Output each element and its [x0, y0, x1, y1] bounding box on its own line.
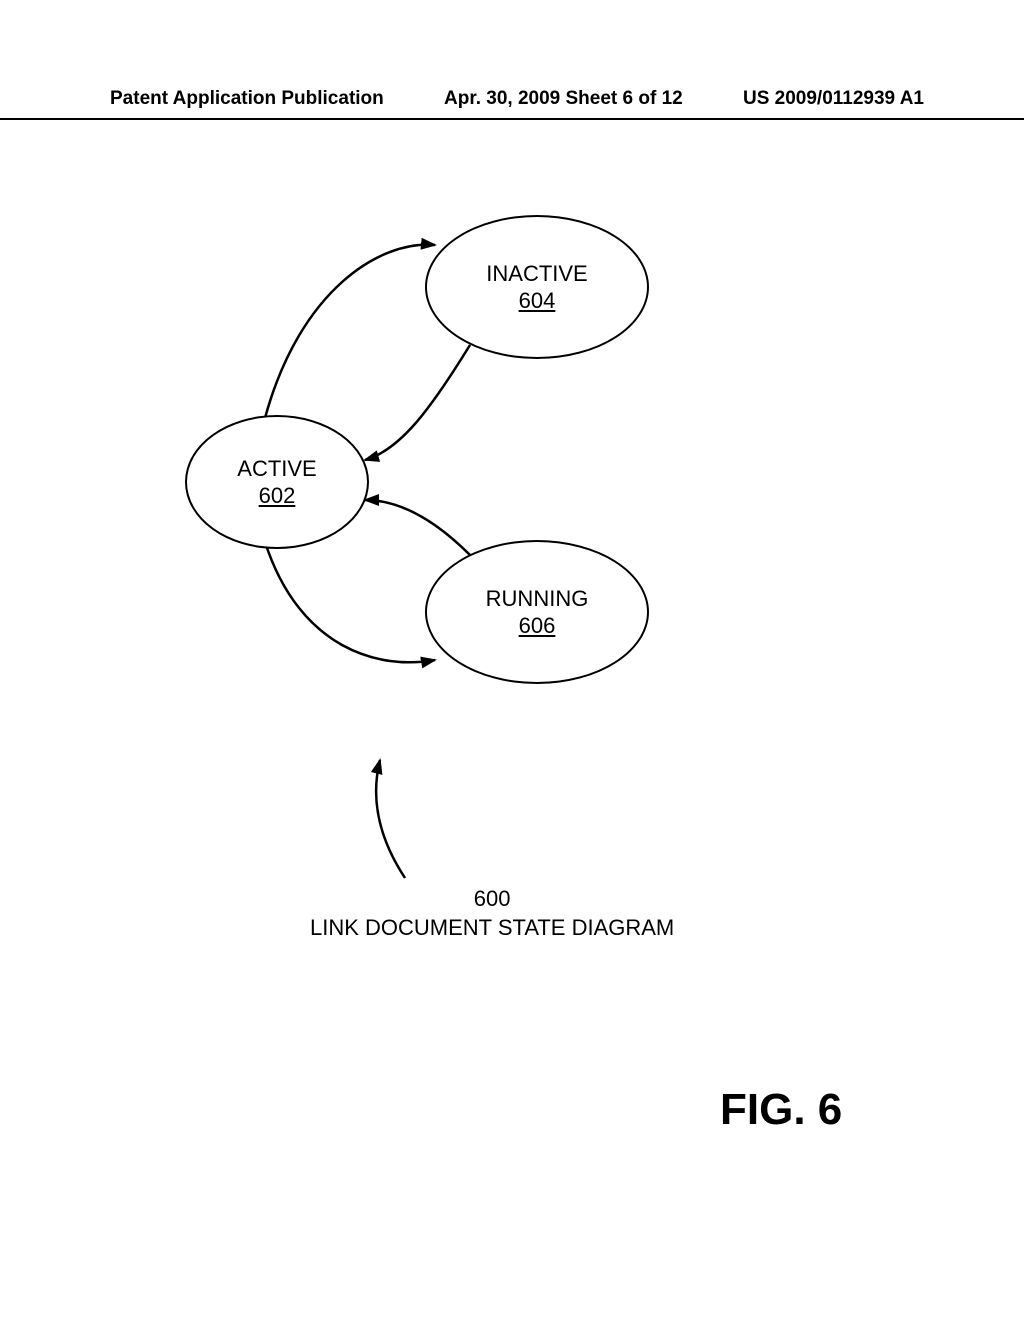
node-active-label: ACTIVE: [237, 455, 316, 483]
diagram-caption-text: LINK DOCUMENT STATE DIAGRAM: [310, 915, 674, 940]
node-running-label: RUNNING: [486, 585, 589, 613]
figure-label: FIG. 6: [720, 1085, 842, 1135]
edge-inactive-to-active: [365, 345, 470, 460]
header-date-sheet: Apr. 30, 2009 Sheet 6 of 12: [444, 88, 683, 110]
diagram-caption: 600 LINK DOCUMENT STATE DIAGRAM: [310, 885, 674, 942]
page: Patent Application Publication Apr. 30, …: [0, 0, 1024, 1320]
caption-pointer-arrow: [376, 760, 405, 878]
node-active-ref: 602: [259, 482, 296, 510]
edge-active-to-inactive: [265, 245, 435, 418]
node-inactive-ref: 604: [519, 287, 556, 315]
node-inactive-label: INACTIVE: [486, 260, 587, 288]
edge-running-to-active: [365, 500, 470, 555]
state-diagram: ACTIVE 602 INACTIVE 604 RUNNING 606 600 …: [0, 160, 1024, 1060]
node-inactive: INACTIVE 604: [425, 215, 649, 359]
node-active: ACTIVE 602: [185, 415, 369, 549]
node-running-ref: 606: [519, 612, 556, 640]
page-header: Patent Application Publication Apr. 30, …: [0, 88, 1024, 120]
header-publication: Patent Application Publication: [110, 88, 384, 110]
diagram-caption-ref: 600: [310, 885, 674, 914]
header-pubnum: US 2009/0112939 A1: [743, 88, 924, 110]
node-running: RUNNING 606: [425, 540, 649, 684]
edge-active-to-running: [265, 542, 435, 662]
